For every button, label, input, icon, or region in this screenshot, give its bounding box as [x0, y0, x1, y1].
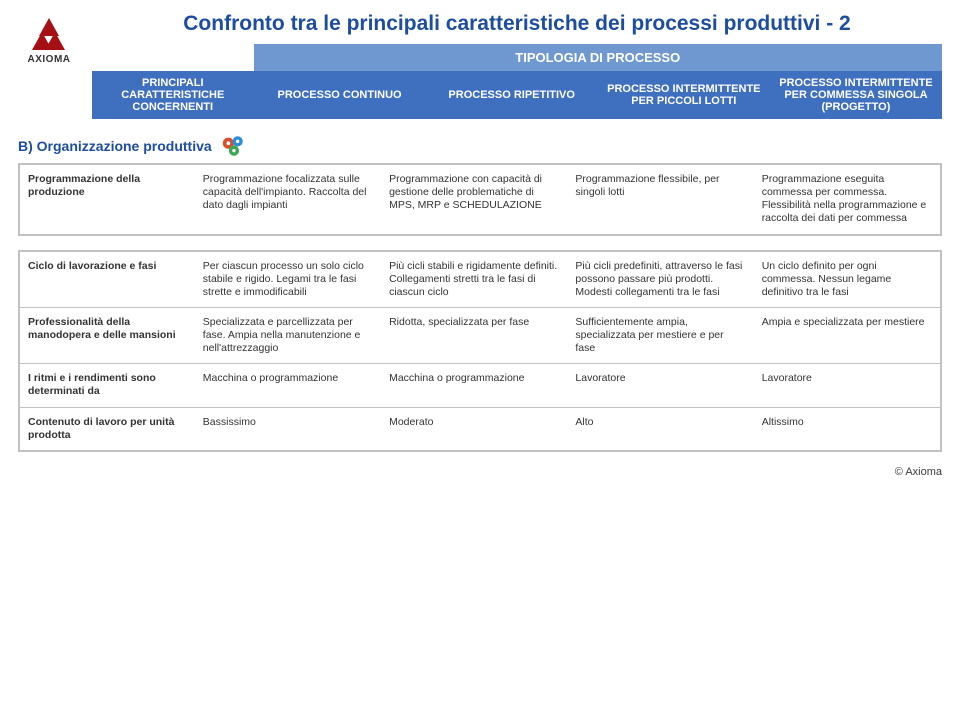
col-header-characteristics: PRINCIPALI CARATTERISTICHE CONCERNENTI: [92, 71, 254, 119]
col-header-2: PROCESSO RIPETITIVO: [426, 71, 598, 119]
cell-c1: Per ciascun processo un solo ciclo stabi…: [195, 252, 381, 307]
cell-c2: Moderato: [381, 407, 567, 450]
gears-icon: [220, 133, 246, 159]
row-label: Contenuto di lavoro per unità prodotta: [20, 407, 195, 450]
table-row: Ciclo di lavorazione e fasiPer ciascun p…: [20, 252, 940, 307]
col-header-4: PROCESSO INTERMITTENTE PER COMMESSA SING…: [770, 71, 942, 119]
cell-c4: Altissimo: [754, 407, 940, 450]
page-title: Confronto tra le principali caratteristi…: [92, 12, 942, 36]
table-row: Contenuto di lavoro per unità prodottaBa…: [20, 407, 940, 450]
section-title: B) Organizzazione produttiva: [18, 133, 942, 159]
col-header-1: PROCESSO CONTINUO: [254, 71, 426, 119]
brand-logo: AXIOMA: [18, 12, 80, 74]
cell-c3: Alto: [567, 407, 753, 450]
logo-mark-icon: [32, 22, 66, 52]
section-title-text: B) Organizzazione produttiva: [18, 138, 212, 154]
footer-copyright: © Axioma: [18, 466, 942, 478]
cell-c3: Lavoratore: [567, 363, 753, 406]
cell-c4: Un ciclo definito per ogni commessa. Nes…: [754, 252, 940, 307]
row-label: I ritmi e i rendimenti sono determinati …: [20, 363, 195, 406]
cell-c4: Programmazione eseguita commessa per com…: [754, 165, 940, 234]
cell-c3: Più cicli predefiniti, attraverso le fas…: [567, 252, 753, 307]
cell-c2: Programmazione con capacità di gestione …: [381, 165, 567, 234]
header-table: TIPOLOGIA DI PROCESSO PRINCIPALI CARATTE…: [92, 44, 942, 119]
table-row: Programmazione della produzioneProgramma…: [20, 165, 940, 234]
content-table-1-body: Programmazione della produzioneProgramma…: [20, 165, 940, 234]
row-label: Ciclo di lavorazione e fasi: [20, 252, 195, 307]
table-row: I ritmi e i rendimenti sono determinati …: [20, 363, 940, 406]
cell-c1: Bassissimo: [195, 407, 381, 450]
content-table-2: Ciclo di lavorazione e fasiPer ciascun p…: [18, 250, 942, 452]
cell-c2: Ridotta, specializzata per fase: [381, 307, 567, 363]
top-row: AXIOMA Confronto tra le principali carat…: [18, 12, 942, 119]
row-label: Professionalità della manodopera e delle…: [20, 307, 195, 363]
content-table-1: Programmazione della produzioneProgramma…: [18, 163, 942, 236]
title-block: Confronto tra le principali caratteristi…: [92, 12, 942, 119]
cell-c4: Ampia e specializzata per mestiere: [754, 307, 940, 363]
table-row: Professionalità della manodopera e delle…: [20, 307, 940, 363]
cell-c1: Programmazione focalizzata sulle capacit…: [195, 165, 381, 234]
logo-text: AXIOMA: [28, 54, 71, 65]
cell-c1: Macchina o programmazione: [195, 363, 381, 406]
cell-c3: Programmazione flessibile, per singoli l…: [567, 165, 753, 234]
cell-c2: Macchina o programmazione: [381, 363, 567, 406]
cell-c1: Specializzata e parcellizzata per fase. …: [195, 307, 381, 363]
col-header-3: PROCESSO INTERMITTENTE PER PICCOLI LOTTI: [598, 71, 770, 119]
cell-c4: Lavoratore: [754, 363, 940, 406]
cell-c3: Sufficientemente ampia, specializzata pe…: [567, 307, 753, 363]
content-table-2-body: Ciclo di lavorazione e fasiPer ciascun p…: [20, 252, 940, 450]
cell-c2: Più cicli stabili e rigidamente definiti…: [381, 252, 567, 307]
tipologia-header: TIPOLOGIA DI PROCESSO: [254, 44, 943, 71]
header-spacer: [92, 44, 254, 71]
row-label: Programmazione della produzione: [20, 165, 195, 234]
